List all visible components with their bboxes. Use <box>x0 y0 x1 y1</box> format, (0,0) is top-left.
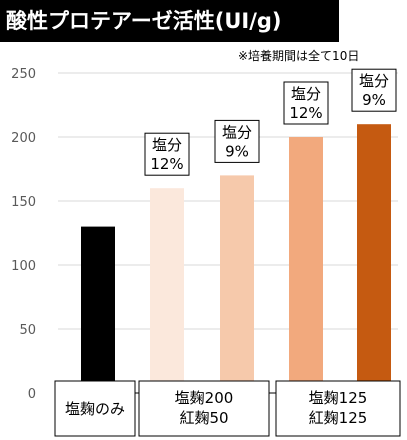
group-label: 塩麹200 <box>175 389 234 407</box>
y-tick-label: 0 <box>28 387 36 402</box>
bar-label: 塩分 <box>152 136 182 154</box>
bar <box>357 124 391 393</box>
bar-label: 12% <box>289 104 322 122</box>
bar-label: 塩分 <box>222 123 252 141</box>
group-label-box <box>275 380 401 437</box>
y-tick-label: 250 <box>11 67 36 82</box>
bar-label: 12% <box>150 155 183 173</box>
bar-label-box <box>144 132 190 176</box>
bar-label-box <box>283 81 329 125</box>
bar <box>220 175 254 393</box>
y-tick-label: 50 <box>19 323 36 338</box>
bar <box>81 226 115 393</box>
bar-label: 塩分 <box>359 72 389 90</box>
group-label: 紅麹50 <box>179 409 228 427</box>
y-tick-label: 100 <box>11 259 36 274</box>
group-label-box <box>138 380 270 437</box>
bar-label: 9% <box>362 91 386 109</box>
bar-label: 塩分 <box>291 85 321 103</box>
chart-title: 酸性プロテアーゼ活性(UI/g) <box>0 0 339 42</box>
y-tick-label: 200 <box>11 131 36 146</box>
bar-label: 9% <box>225 142 249 160</box>
y-tick-label: 150 <box>11 195 36 210</box>
group-label: 紅麹125 <box>309 409 368 427</box>
group-label: 塩麹125 <box>309 389 368 407</box>
bar <box>150 188 184 393</box>
bar <box>289 137 323 393</box>
bar-label-box <box>214 119 260 163</box>
chart-note: ※培養期間は全て10日 <box>238 49 360 63</box>
group-label: 塩麹のみ <box>65 400 125 418</box>
group-label-box <box>54 380 136 437</box>
bar-label-box <box>351 68 397 112</box>
